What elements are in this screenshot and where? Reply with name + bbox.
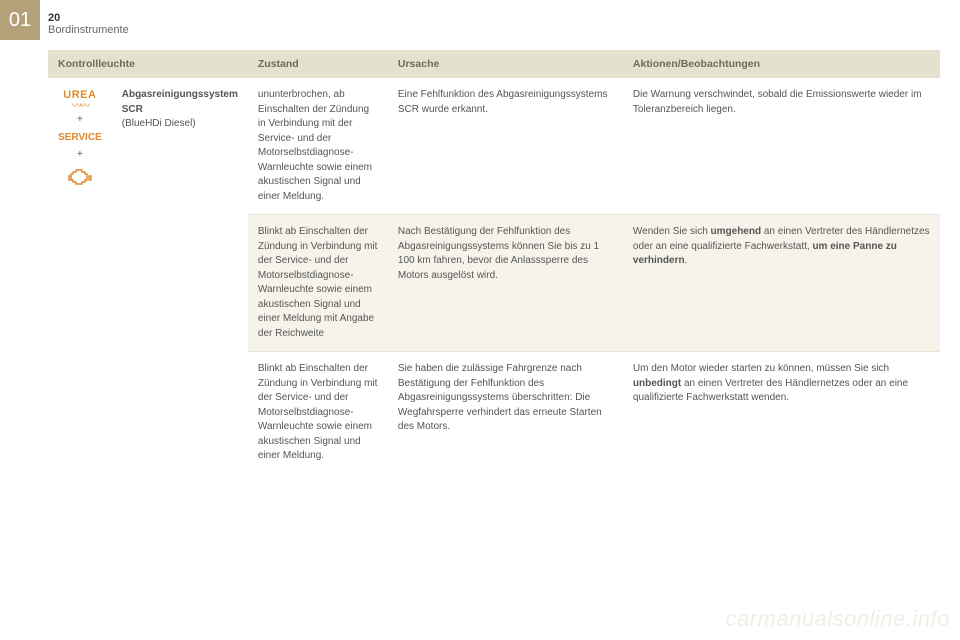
table-row: UREA 〰〰 + SERVICE + Abgasreinigungssyste… <box>48 78 940 215</box>
table-header-row: Kontrollleuchte Zustand Ursache Aktionen… <box>48 50 940 78</box>
warning-icons-cell: UREA 〰〰 + SERVICE + <box>48 78 112 474</box>
zustand-cell: ununterbrochen, ab Einschalten der Zündu… <box>248 78 388 215</box>
subsystem-note: (BlueHDi Diesel) <box>122 118 196 129</box>
engine-icon <box>68 168 92 192</box>
plus-icon: + <box>58 148 102 163</box>
service-icon: SERVICE <box>58 131 102 146</box>
aktion-cell: Wenden Sie sich umgehend an einen Vertre… <box>623 215 940 352</box>
subsystem-title: Abgasreinigungssystem SCR <box>122 89 238 115</box>
page-header: 20 Bordinstrumente <box>48 12 129 36</box>
ursache-cell: Nach Bestätigung der Fehlfunktion des Ab… <box>388 215 623 352</box>
chapter-badge: 01 <box>0 0 40 40</box>
zustand-cell: Blinkt ab Einschalten der Zündung in Ver… <box>248 352 388 474</box>
plus-icon: + <box>58 113 102 128</box>
ursache-cell: Eine Fehlfunktion des Abgasreinigungssys… <box>388 78 623 215</box>
urea-wave-icon: 〰〰 <box>58 104 102 109</box>
watermark: carmanualsonline.info <box>725 606 950 632</box>
section-title: Bordinstrumente <box>48 24 129 36</box>
warning-lamp-table: Kontrollleuchte Zustand Ursache Aktionen… <box>48 50 940 474</box>
page-number: 20 <box>48 12 129 24</box>
zustand-cell: Blinkt ab Einschalten der Zündung in Ver… <box>248 215 388 352</box>
th-zustand: Zustand <box>248 50 388 78</box>
aktion-cell: Die Warnung verschwindet, sobald die Emi… <box>623 78 940 215</box>
th-ursache: Ursache <box>388 50 623 78</box>
ursache-cell: Sie haben die zulässige Fahrgrenze nach … <box>388 352 623 474</box>
aktion-cell: Um den Motor wieder starten zu können, m… <box>623 352 940 474</box>
th-kontrollleuchte: Kontrollleuchte <box>48 50 248 78</box>
th-aktionen: Aktionen/Beobachtungen <box>623 50 940 78</box>
subsystem-cell: Abgasreinigungssystem SCR (BlueHDi Diese… <box>112 78 248 474</box>
